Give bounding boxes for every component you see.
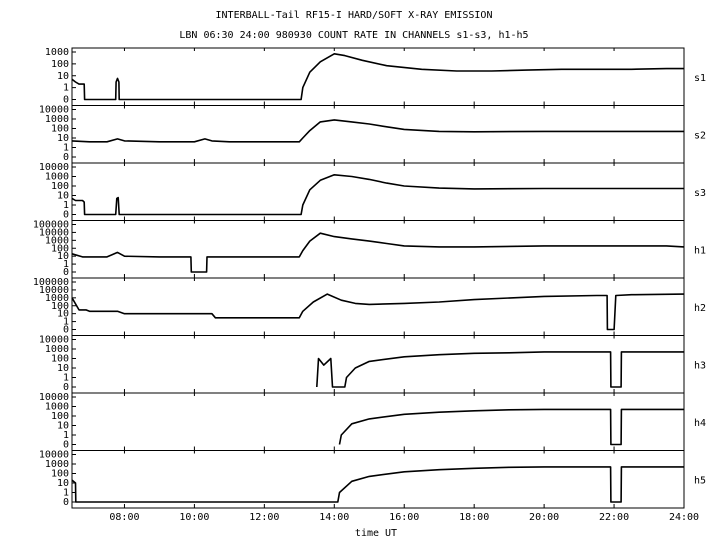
series-line-h3 [316, 351, 684, 388]
y-tick-label: 10 [57, 251, 69, 262]
x-tick-label: 22:00 [599, 512, 629, 523]
series-line-h5 [71, 466, 684, 503]
panel-label-h1: h1 [694, 245, 706, 256]
y-tick-label: 10 [57, 363, 69, 374]
y-tick-label: 100 [51, 354, 69, 365]
y-tick-label: 1 [63, 83, 69, 94]
panel-frame [71, 162, 685, 221]
panel-frame [71, 47, 685, 106]
y-tick-label: 1 [63, 488, 69, 499]
y-tick-label: 1 [63, 317, 69, 328]
panel-label-h5: h5 [694, 475, 706, 486]
panel-frame [71, 105, 685, 164]
y-tick-label: 100 [51, 124, 69, 135]
series-line-s2 [71, 119, 684, 143]
panel-frame [71, 392, 685, 451]
panel-label-h4: h4 [694, 418, 706, 429]
x-tick-label: 14:00 [319, 512, 349, 523]
y-tick-label: 100 [51, 469, 69, 480]
series-line-s1 [71, 52, 684, 101]
y-tick-label: 100 [51, 301, 69, 312]
y-tick-label: 1000 [45, 114, 69, 125]
y-tick-label: 1000 [45, 235, 69, 246]
y-tick-label: 1000 [45, 172, 69, 183]
y-tick-label: 1 [63, 200, 69, 211]
panel-label-h3: h3 [694, 360, 706, 371]
panels-group: 10001001010s11000010001001010s2100001000… [33, 47, 706, 523]
y-tick-label: 10 [57, 478, 69, 489]
series-line-s3 [71, 174, 684, 216]
y-tick-label: 1 [63, 143, 69, 154]
y-tick-label: 0 [63, 95, 69, 106]
y-tick-label: 10000 [39, 105, 69, 116]
series-line-h4 [338, 408, 684, 446]
y-tick-label: 100000 [33, 277, 69, 288]
chart-title: INTERBALL-Tail RF15-I HARD/SOFT X-RAY EM… [216, 10, 493, 21]
y-tick-label: 1000 [45, 293, 69, 304]
y-tick-label: 1 [63, 373, 69, 384]
y-tick-label: 10000 [39, 450, 69, 461]
y-tick-label: 0 [63, 152, 69, 163]
x-axis-label: time UT [355, 528, 397, 539]
x-tick-label: 18:00 [459, 512, 489, 523]
y-tick-label: 100 [51, 59, 69, 70]
panel-label-s1: s1 [694, 73, 706, 84]
y-tick-label: 0 [63, 325, 69, 336]
panel-label-h2: h2 [694, 303, 706, 314]
y-tick-label: 100 [51, 411, 69, 422]
y-tick-label: 100000 [33, 220, 69, 231]
y-tick-label: 10000 [39, 162, 69, 173]
x-tick-label: 20:00 [529, 512, 559, 523]
series-line-h2 [71, 293, 685, 331]
y-tick-label: 0 [63, 267, 69, 278]
panel-frame [71, 450, 685, 509]
y-tick-label: 0 [63, 210, 69, 221]
x-tick-label: 24:00 [669, 512, 699, 523]
x-tick-label: 10:00 [179, 512, 209, 523]
y-tick-label: 0 [63, 440, 69, 451]
chart-subtitle: LBN 06:30 24:00 980930 COUNT RATE IN CHA… [179, 30, 528, 41]
y-tick-label: 1000 [45, 459, 69, 470]
y-tick-label: 1 [63, 259, 69, 270]
y-tick-label: 10 [57, 133, 69, 144]
y-tick-label: 0 [63, 497, 69, 508]
y-tick-label: 10000 [39, 392, 69, 403]
panel-label-s3: s3 [694, 188, 706, 199]
panel-frame [71, 277, 685, 336]
y-tick-label: 1000 [45, 402, 69, 413]
y-tick-label: 10 [57, 71, 69, 82]
y-tick-label: 10000 [39, 335, 69, 346]
x-tick-label: 08:00 [109, 512, 139, 523]
x-tick-label: 16:00 [389, 512, 419, 523]
y-tick-label: 10000 [39, 227, 69, 238]
y-tick-label: 10000 [39, 285, 69, 296]
panel-label-s2: s2 [694, 130, 706, 141]
y-tick-label: 100 [51, 243, 69, 254]
x-tick-label: 12:00 [249, 512, 279, 523]
y-tick-label: 1 [63, 430, 69, 441]
panel-frame [71, 335, 685, 394]
y-tick-label: 0 [63, 382, 69, 393]
panel-frame [71, 220, 685, 279]
y-tick-label: 10 [57, 191, 69, 202]
y-tick-label: 1000 [45, 344, 69, 355]
y-tick-label: 10 [57, 421, 69, 432]
y-tick-label: 10 [57, 309, 69, 320]
y-tick-label: 100 [51, 181, 69, 192]
y-tick-label: 1000 [45, 47, 69, 58]
series-line-h1 [71, 232, 685, 273]
